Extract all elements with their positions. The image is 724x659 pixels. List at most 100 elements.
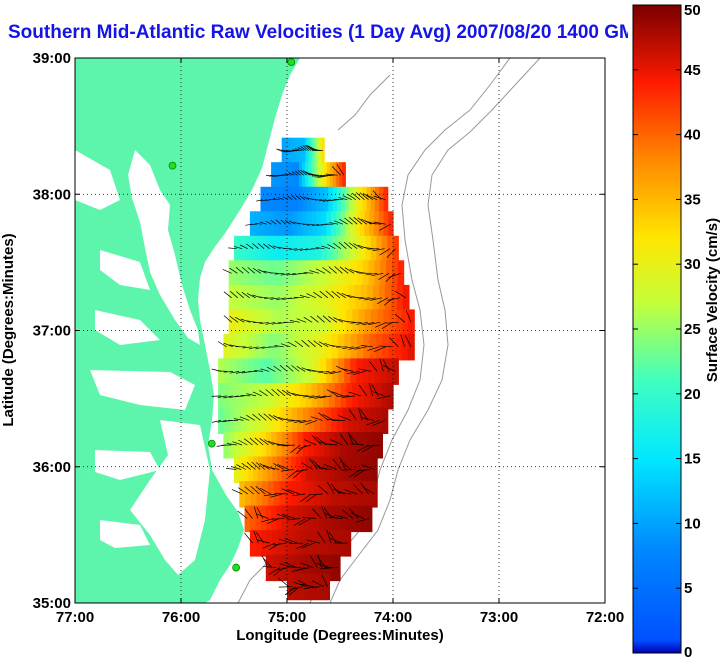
velocity-vector (336, 164, 345, 176)
velocity-vector (280, 343, 291, 348)
velocity-cell (397, 260, 405, 287)
velocity-cell (272, 456, 278, 483)
velocity-cell (302, 186, 308, 214)
velocity-vector (260, 199, 267, 202)
velocity-vector (322, 315, 331, 323)
colorbar-tick-label: 5 (684, 580, 692, 597)
velocity-cell (373, 211, 380, 238)
velocity-vector (376, 395, 391, 400)
velocity-vector (340, 368, 354, 372)
velocity-cell (236, 358, 243, 385)
velocity-vector (273, 365, 282, 372)
velocity-vector (228, 247, 237, 250)
velocity-cell (239, 432, 246, 459)
velocity-cell (368, 260, 375, 287)
velocity-cell (284, 358, 291, 385)
velocity-cell (229, 383, 237, 410)
velocity-cell (329, 432, 336, 459)
velocity-cell (302, 358, 309, 385)
velocity-cell (322, 573, 327, 601)
velocity-vector (255, 462, 266, 470)
velocity-vector (331, 166, 341, 176)
velocity-vector (254, 437, 264, 446)
velocity-vector (322, 199, 331, 202)
velocity-vector (289, 150, 298, 152)
velocity-vector (358, 368, 372, 372)
velocity-cell (273, 186, 278, 214)
velocity-cell (331, 481, 338, 508)
velocity-vector (234, 395, 245, 398)
velocity-cell (297, 573, 302, 601)
velocity-cell (359, 481, 367, 508)
velocity-cell (240, 407, 247, 434)
velocity-vector (379, 223, 391, 231)
velocity-cell (369, 211, 375, 238)
velocity-cell (341, 186, 346, 214)
velocity-cell (264, 383, 272, 410)
velocity-vector (274, 272, 285, 275)
velocity-cell (302, 481, 309, 508)
velocity-vector (226, 443, 237, 446)
velocity-cell (319, 456, 326, 483)
velocity-cell (269, 260, 276, 287)
velocity-vector (254, 222, 262, 225)
velocity-vector (300, 562, 314, 568)
velocity-vector (338, 415, 352, 421)
velocity-vector (371, 384, 379, 397)
velocity-cell (311, 162, 315, 189)
velocity-vector (297, 394, 309, 397)
velocity-cell (286, 554, 292, 582)
velocity-vector (269, 272, 279, 274)
y-tick-label: 37:00 (33, 323, 71, 340)
velocity-vector (349, 217, 358, 225)
velocity-vector (341, 469, 356, 471)
colorbar-tick-label: 20 (684, 386, 701, 403)
velocity-vector (287, 195, 293, 200)
velocity-vector (362, 444, 375, 453)
velocity-cell (285, 186, 291, 214)
velocity-vector (296, 444, 306, 455)
velocity-cell (401, 309, 409, 336)
velocity-cell (370, 309, 378, 336)
velocity-cell (313, 505, 320, 533)
velocity-vector (342, 346, 354, 349)
velocity-vector (329, 371, 342, 375)
velocity-cell (242, 358, 249, 385)
velocity-vector (367, 346, 380, 351)
velocity-vector (258, 413, 267, 421)
velocity-cell (372, 456, 378, 483)
velocity-cell (297, 407, 304, 434)
velocity-vector (301, 367, 312, 372)
y-axis-label: Latitude (Degrees:Minutes) (0, 233, 17, 426)
velocity-cell (249, 530, 257, 557)
velocity-vector (295, 195, 302, 200)
velocity-cell (378, 284, 386, 312)
velocity-cell (296, 456, 302, 483)
velocity-vector (339, 266, 349, 274)
velocity-cell (238, 456, 245, 483)
velocity-cell (236, 333, 244, 361)
velocity-cell (269, 407, 276, 434)
velocity-vector (291, 567, 306, 573)
velocity-cell (392, 358, 399, 385)
velocity-vector (300, 493, 312, 502)
velocity-vector (328, 316, 338, 323)
velocity-cell (333, 260, 340, 287)
velocity-vector (295, 567, 310, 572)
velocity-cell (384, 284, 392, 312)
x-tick-label: 76:00 (162, 609, 200, 626)
velocity-cell (325, 481, 332, 508)
velocity-cell (363, 383, 371, 410)
velocity-cell (268, 481, 275, 508)
velocity-cell (265, 309, 273, 336)
velocity-cell (234, 235, 241, 263)
velocity-cell (283, 530, 290, 557)
velocity-vector (230, 466, 242, 470)
velocity-vector (252, 243, 259, 249)
velocity-vector (255, 346, 265, 350)
velocity-cell (290, 554, 296, 582)
velocity-vector (256, 539, 270, 544)
velocity-cell (339, 260, 346, 287)
velocity-vector (229, 371, 240, 374)
